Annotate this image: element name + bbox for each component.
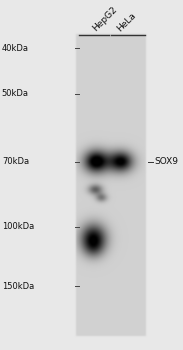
Text: HepG2: HepG2	[91, 5, 119, 33]
Text: 50kDa: 50kDa	[2, 89, 29, 98]
Text: SOX9: SOX9	[155, 157, 179, 166]
Text: 70kDa: 70kDa	[2, 157, 29, 166]
Text: HeLa: HeLa	[115, 11, 138, 33]
Text: 40kDa: 40kDa	[2, 44, 29, 53]
Text: 100kDa: 100kDa	[2, 222, 34, 231]
Text: 150kDa: 150kDa	[2, 282, 34, 291]
